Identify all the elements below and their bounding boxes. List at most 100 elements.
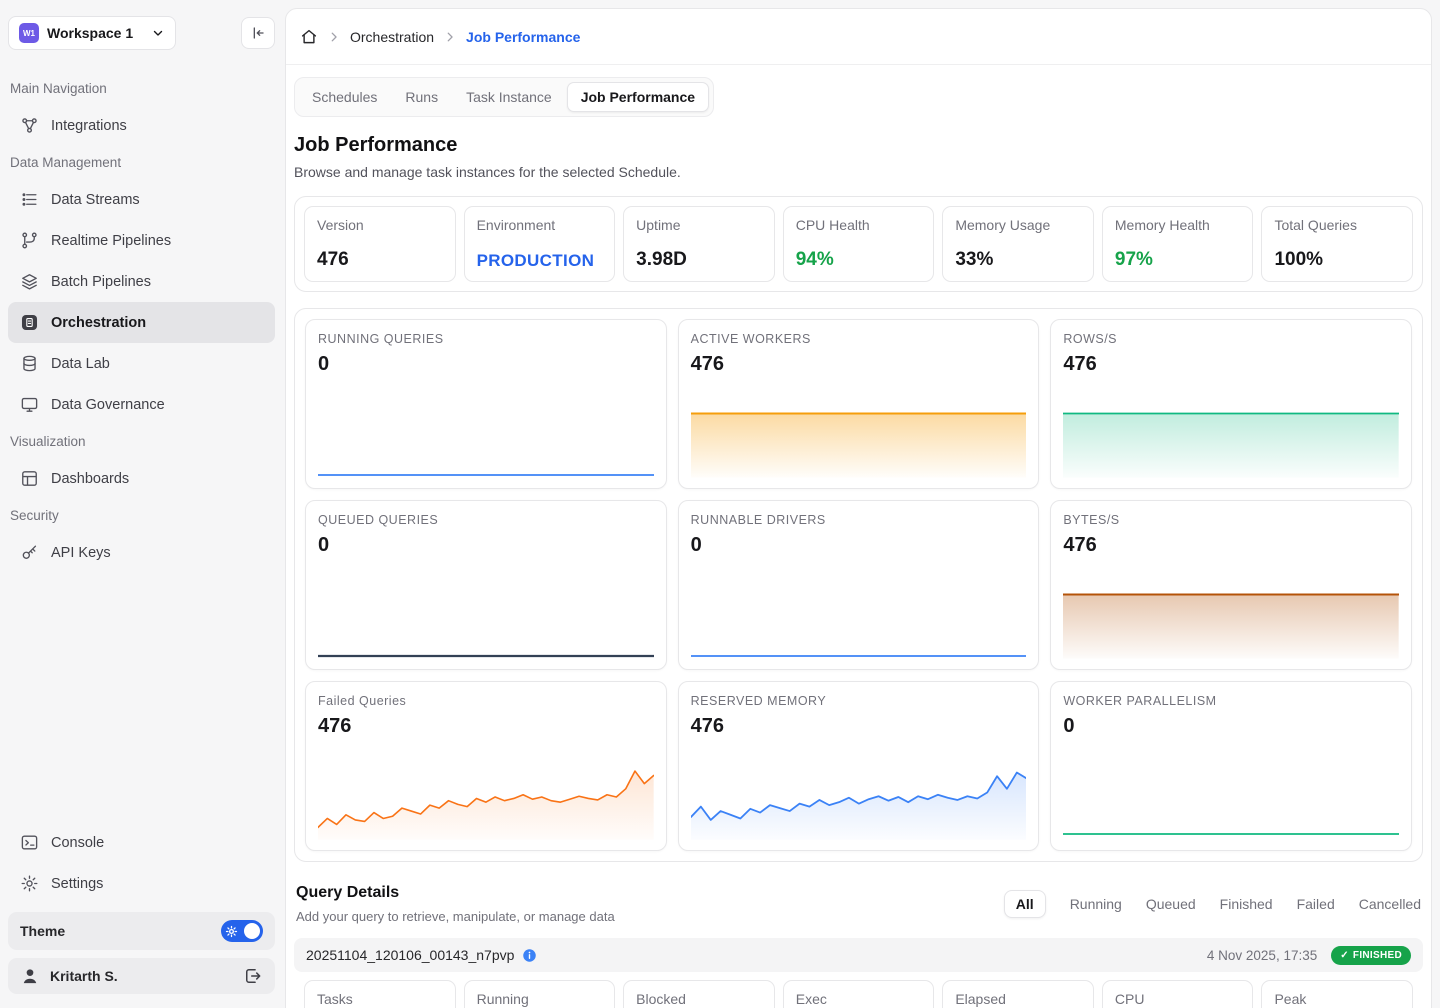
page-title: Job Performance <box>294 134 458 156</box>
theme-toggle[interactable] <box>221 920 263 942</box>
metric-label: RUNNING QUERIES <box>318 332 444 346</box>
workspace-label: Workspace 1 <box>47 25 134 41</box>
metric-label: ACTIVE WORKERS <box>690 332 811 346</box>
metric-card-bytes-per-s: BYTES/S 476 <box>1050 500 1412 670</box>
metric-card-rows-per-s: ROWS/S 476 <box>1050 319 1412 489</box>
data-governance-icon <box>20 395 39 414</box>
breadcrumb-job-performance[interactable]: Job Performance <box>466 28 581 45</box>
qcard-cpu: CPU <box>1101 980 1254 1008</box>
tab-runs[interactable]: Runs <box>392 83 451 111</box>
sidebar-item-settings[interactable]: Settings <box>8 863 275 904</box>
status-badge: ✓ FINISHED <box>1331 945 1411 965</box>
stat-label: Uptime <box>636 217 681 233</box>
query-details-title: Query Details <box>296 884 400 901</box>
sidebar: W1 Workspace 1 Main Navigation Integrati… <box>0 0 283 1008</box>
stat-card-version: Version 476 <box>304 206 456 282</box>
sidebar-item-label: API Keys <box>51 544 111 561</box>
stat-value: 476 <box>317 249 349 270</box>
stats-strip: Version 476 Environment PRODUCTION Uptim… <box>294 196 1423 292</box>
info-icon[interactable] <box>522 948 537 963</box>
stat-label: Total Queries <box>1274 217 1357 233</box>
sidebar-item-batch-pipelines[interactable]: Batch Pipelines <box>8 261 275 302</box>
theme-label: Theme <box>20 923 66 939</box>
qcard-label: Peak <box>1274 991 1307 1007</box>
qcard-blocked: Blocked <box>623 980 775 1008</box>
gear-icon <box>20 874 39 893</box>
sidebar-item-data-governance[interactable]: Data Governance <box>8 384 275 425</box>
metric-card-runnable-drivers: RUNNABLE DRIVERS 0 <box>677 500 1040 670</box>
user-row[interactable]: Kritarth S. <box>8 958 275 994</box>
sidebar-collapse-button[interactable] <box>241 17 275 49</box>
filter-running[interactable]: Running <box>1069 896 1122 912</box>
qcard-label: Running <box>476 991 529 1007</box>
sidebar-item-data-lab[interactable]: Data Lab <box>8 343 275 384</box>
stat-label: Memory Usage <box>955 217 1051 233</box>
sidebar-item-api-keys[interactable]: API Keys <box>8 532 275 573</box>
query-details-titles: Query Details Add your query to retrieve… <box>296 884 615 924</box>
dashboards-icon <box>20 469 39 488</box>
query-row-left: 20251104_120106_00143_n7pvp <box>306 947 537 963</box>
metric-card-queued-queries: QUEUED QUERIES 0 <box>305 500 667 670</box>
query-row[interactable]: 20251104_120106_00143_n7pvp 4 Nov 2025, … <box>294 938 1423 972</box>
metric-value: 476 <box>690 353 725 375</box>
stat-label: Version <box>317 217 364 233</box>
stat-card-environment: Environment PRODUCTION <box>463 206 616 282</box>
main-area: Orchestration Job Performance Schedules … <box>283 0 1440 1008</box>
metric-label: BYTES/S <box>1063 513 1120 527</box>
query-row-right: 4 Nov 2025, 17:35 ✓ FINISHED <box>1206 945 1411 965</box>
sidebar-item-label: Dashboards <box>51 470 130 487</box>
filter-failed[interactable]: Failed <box>1296 896 1335 912</box>
sidebar-item-label: Data Streams <box>51 191 140 208</box>
logout-icon[interactable] <box>243 966 263 986</box>
section-title-security: Security <box>10 508 59 523</box>
collapse-sidebar-icon <box>250 25 266 41</box>
bytes-per-s-chart <box>1063 581 1399 659</box>
home-icon[interactable] <box>300 28 318 46</box>
breadcrumb-orchestration[interactable]: Orchestration <box>350 28 435 45</box>
qcard-label: CPU <box>1114 991 1145 1007</box>
query-timestamp: 4 Nov 2025, 17:35 <box>1206 947 1318 963</box>
sidebar-item-integrations[interactable]: Integrations <box>8 105 275 146</box>
sidebar-item-orchestration[interactable]: Orchestration <box>8 302 275 343</box>
theme-row: Theme <box>8 912 275 950</box>
stat-card-memory-health: Memory Health 97% <box>1101 206 1254 282</box>
stat-card-memory-usage: Memory Usage 33% <box>942 206 1094 282</box>
active-workers-chart <box>690 400 1027 478</box>
sidebar-item-label: Batch Pipelines <box>51 273 151 290</box>
qcard-running: Running <box>463 980 616 1008</box>
stat-card-uptime: Uptime 3.98D <box>623 206 775 282</box>
filter-finished[interactable]: Finished <box>1219 896 1273 912</box>
metrics-grid: RUNNING QUERIES 0 ACTIVE WORKERS 476 ROW… <box>294 308 1423 862</box>
sidebar-header: W1 Workspace 1 <box>8 16 275 50</box>
stat-value: 97% <box>1114 249 1153 270</box>
filter-cancelled[interactable]: Cancelled <box>1358 896 1421 912</box>
stat-value: 100% <box>1274 249 1324 270</box>
sidebar-item-realtime-pipelines[interactable]: Realtime Pipelines <box>8 220 275 261</box>
filter-all[interactable]: All <box>1003 890 1046 918</box>
workspace-selector[interactable]: W1 Workspace 1 <box>8 16 176 50</box>
filter-queued[interactable]: Queued <box>1145 896 1196 912</box>
tab-job-performance[interactable]: Job Performance <box>566 82 710 112</box>
tab-task-instance[interactable]: Task Instance <box>453 83 565 111</box>
sidebar-item-data-streams[interactable]: Data Streams <box>8 179 275 220</box>
failed-queries-chart <box>318 762 654 840</box>
metric-value: 476 <box>690 715 725 737</box>
tab-schedules[interactable]: Schedules <box>299 83 390 111</box>
sidebar-item-dashboards[interactable]: Dashboards <box>8 458 275 499</box>
metric-value: 0 <box>318 353 330 375</box>
sidebar-item-label: Orchestration <box>51 314 147 331</box>
metric-value: 476 <box>1063 534 1097 556</box>
metric-value: 476 <box>1063 353 1097 375</box>
metric-card-running-queries: RUNNING QUERIES 0 <box>305 319 667 489</box>
breadcrumb: Orchestration Job Performance <box>286 9 1431 65</box>
metric-card-worker-parallelism: WORKER PARALLELISM 0 <box>1050 681 1412 851</box>
sidebar-spacer <box>8 573 275 822</box>
sidebar-item-console[interactable]: Console <box>8 822 275 863</box>
query-details-subtitle: Add your query to retrieve, manipulate, … <box>296 909 615 924</box>
metric-label: Failed Queries <box>318 694 407 708</box>
query-id: 20251104_120106_00143_n7pvp <box>306 947 515 963</box>
batch-pipelines-icon <box>20 272 39 291</box>
section-title-main-navigation: Main Navigation <box>10 81 107 96</box>
metric-card-failed-queries: Failed Queries 476 <box>305 681 667 851</box>
qcard-label: Blocked <box>636 991 686 1007</box>
